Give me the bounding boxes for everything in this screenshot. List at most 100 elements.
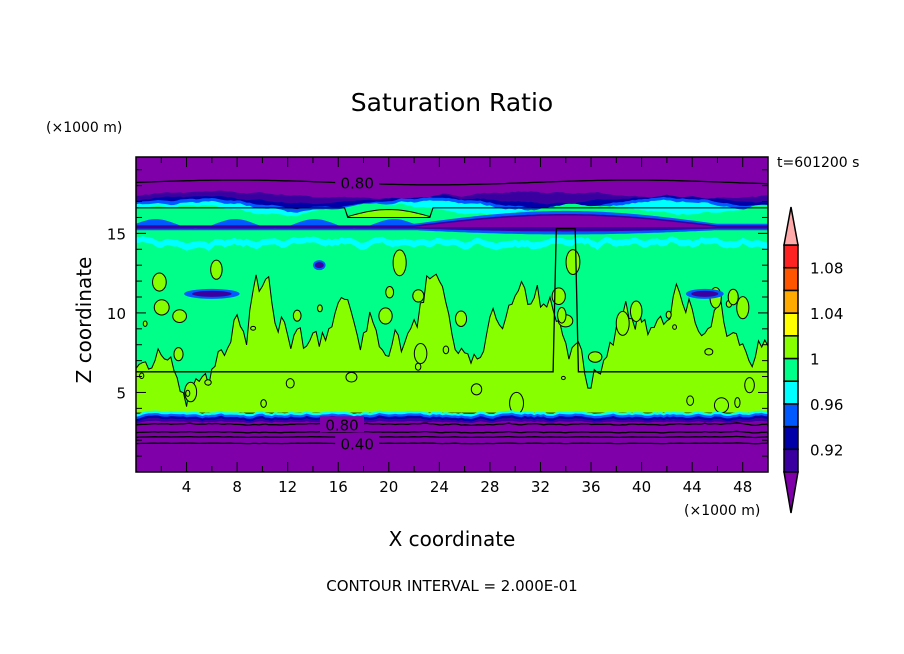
lime-island [470, 383, 483, 396]
colorbar-label: 1.04 [810, 305, 843, 323]
colorbar: 0.92 0.96 1 1.04 1.08 [783, 206, 843, 514]
lime-island [260, 399, 267, 408]
time-label: t=601200 s [777, 155, 860, 171]
lime-island [142, 320, 148, 327]
lime-island [378, 307, 393, 325]
lime-island [292, 309, 302, 322]
x-tick-label: 4 [182, 478, 192, 496]
lime-island [152, 272, 167, 292]
lime-island [744, 377, 755, 394]
contour-label: 0.80 [325, 416, 358, 434]
colorbar-label: 0.96 [810, 396, 843, 414]
x-tick-label: 36 [581, 478, 600, 496]
lime-island [665, 310, 672, 319]
x-tick-label: 8 [232, 478, 242, 496]
y-unit-label: (×1000 m) [46, 120, 123, 136]
colorbar-box [783, 312, 799, 337]
lime-island [172, 309, 187, 324]
lime-island [317, 304, 323, 313]
lime-island [442, 345, 450, 355]
lime-island [736, 296, 750, 320]
lime-island [210, 259, 223, 280]
lime-island [385, 286, 395, 299]
colorbar-box [783, 266, 799, 292]
lime-island [414, 362, 422, 371]
lime-lens [136, 207, 768, 218]
contour-label: 0.80 [340, 174, 373, 192]
lime-island [412, 289, 425, 303]
x-tick-label: 32 [531, 478, 550, 496]
indigo-pocket [314, 262, 324, 269]
indigo-pocket [691, 290, 719, 297]
contour-line-0.50 [136, 435, 768, 439]
x-axis-label: X coordinate [388, 527, 516, 551]
colorbar-box [783, 244, 799, 269]
colorbar-box [783, 357, 799, 382]
lime-island [185, 389, 191, 397]
contour-label-bg [335, 435, 380, 452]
lime-island [629, 300, 643, 323]
lime-island [587, 351, 603, 363]
lime-island [345, 371, 358, 383]
indigo-pocket [192, 290, 232, 297]
plot-frame [135, 156, 769, 473]
contour-fragment [136, 227, 768, 373]
colorbar-label: 1 [810, 351, 820, 369]
lime-island [727, 288, 739, 306]
x-tick-label: 28 [480, 478, 499, 496]
lime-island [615, 310, 630, 336]
contour-interval-label: CONTOUR INTERVAL = 2.000E-01 [326, 577, 578, 595]
lime-island [557, 307, 567, 324]
x-unit-label: (×1000 m) [684, 503, 761, 519]
lime-island [204, 379, 212, 386]
lime-island [153, 299, 170, 316]
colorbar-box [783, 448, 799, 473]
contour-label: 0.40 [340, 435, 373, 453]
lime-island [392, 249, 407, 277]
contour-line-0.40 [136, 442, 768, 445]
contour-field: 0.800.800.40 [136, 157, 768, 472]
colorbar-box [783, 425, 799, 451]
lime-island [139, 372, 145, 380]
contour-line-0.80-lower [136, 422, 768, 427]
lime-island [250, 325, 257, 331]
colorbar-box [783, 289, 799, 314]
y-tick-label: 10 [107, 305, 126, 323]
lime-island [565, 249, 581, 276]
lime-island [413, 342, 428, 365]
lime-island [686, 395, 695, 406]
contour-label-bg [335, 174, 380, 191]
colorbar-label: 1.08 [810, 260, 843, 278]
y-tick-label: 15 [107, 225, 126, 243]
colorbar-box [783, 403, 799, 428]
colorbar-box [783, 335, 799, 360]
lime-island [455, 310, 468, 327]
colorbar-box [783, 380, 799, 405]
x-tick-label: 48 [733, 478, 752, 496]
lime-island [184, 381, 198, 403]
lime-island [285, 378, 295, 389]
lime-island [560, 375, 566, 381]
contour-label-bg [320, 416, 365, 433]
y-tick-label: 5 [116, 384, 126, 402]
x-tick-label: 20 [379, 478, 398, 496]
colorbar-over-triangle [783, 206, 799, 246]
contour-line-0.80-upper [136, 179, 768, 186]
lime-island [672, 324, 677, 330]
lime-island [704, 348, 714, 356]
lime-island [173, 347, 184, 362]
x-tick-label: 24 [430, 478, 449, 496]
x-tick-label: 12 [278, 478, 297, 496]
x-tick-label: 16 [329, 478, 348, 496]
contour-line-0.60 [136, 430, 768, 434]
bl-purple [136, 420, 768, 472]
lime-island [713, 397, 730, 414]
colorbar-under-triangle [783, 471, 799, 514]
x-tick-label: 44 [683, 478, 702, 496]
chart-title: Saturation Ratio [350, 88, 554, 117]
band-purple-lens [136, 215, 768, 227]
colorbar-label: 0.92 [810, 441, 843, 459]
x-tick-label: 40 [632, 478, 651, 496]
lime-island [734, 397, 741, 408]
